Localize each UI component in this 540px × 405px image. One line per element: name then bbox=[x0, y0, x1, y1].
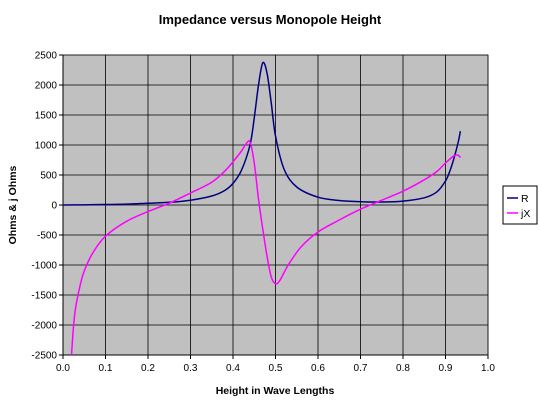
y-axis-ticks: 2500 2000 1500 1000 500 0 -500 -1000 -1500 -2000 -… bbox=[31, 51, 64, 362]
x-tick-label: 0.2 bbox=[141, 363, 155, 374]
legend-label-r: R bbox=[521, 193, 529, 205]
y-tick-label: -1000 bbox=[31, 261, 57, 272]
y-tick-label: 500 bbox=[40, 171, 57, 182]
y-tick-label: 2000 bbox=[35, 81, 58, 92]
chart-title: Impedance versus Monopole Height bbox=[159, 12, 382, 27]
y-tick-label: 1000 bbox=[35, 141, 58, 152]
y-tick-label: -500 bbox=[37, 231, 57, 242]
legend: R jX bbox=[502, 185, 538, 225]
x-tick-label: 0.7 bbox=[354, 363, 368, 374]
y-tick-label: -2500 bbox=[31, 351, 57, 362]
x-tick-label: 0.9 bbox=[439, 363, 453, 374]
x-tick-label: 0.5 bbox=[269, 363, 283, 374]
legend-box bbox=[502, 185, 538, 225]
x-tick-label: 0.3 bbox=[184, 363, 198, 374]
y-axis-label: Ohms & j Ohms bbox=[7, 165, 19, 244]
x-tick-label: 0.0 bbox=[56, 363, 70, 374]
y-tick-label: 0 bbox=[51, 201, 57, 212]
x-tick-label: 0.4 bbox=[226, 363, 240, 374]
series-line-jx bbox=[70, 140, 461, 355]
y-tick-label: -1500 bbox=[31, 291, 57, 302]
x-tick-label: 0.8 bbox=[396, 363, 410, 374]
x-tick-label: 0.6 bbox=[311, 363, 325, 374]
y-tick-label: 2500 bbox=[35, 51, 58, 62]
x-tick-label: 1.0 bbox=[481, 363, 495, 374]
x-tick-label: 0.1 bbox=[99, 363, 113, 374]
series-layer bbox=[63, 61, 462, 355]
x-axis-ticks: 0.0 0.1 0.2 0.3 0.4 0.5 0.6 0.7 0.8 0.9 1.0 bbox=[56, 354, 495, 374]
y-tick-label: -2000 bbox=[31, 321, 57, 332]
x-axis-label: Height in Wave Lengths bbox=[216, 385, 335, 397]
legend-label-jx: jX bbox=[520, 208, 530, 220]
y-tick-label: 1500 bbox=[35, 111, 58, 122]
